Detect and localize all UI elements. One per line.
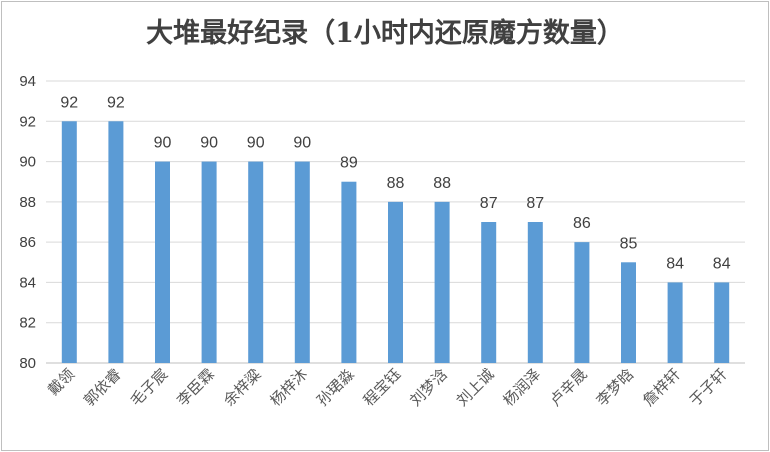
x-tick-label: 余梓粱 [220,365,265,410]
y-axis: 80 82 84 86 88 90 92 94 [19,73,36,372]
y-tick-label: 88 [19,194,36,211]
x-tick-label: 刘上诚 [453,365,498,410]
x-tick-label: 李梦晗 [593,365,638,410]
data-label: 84 [713,255,731,272]
data-label: 88 [387,175,405,192]
bar [434,201,450,363]
data-label: 87 [526,195,544,212]
x-tick-label: 于子轩 [686,365,731,410]
bars [61,121,730,364]
x-tick-label: 程宝钰 [360,365,405,410]
x-axis: 戴领 郭依睿 毛子宸 李臣霖 余梓粱 杨梓沐 孙珺淼 程宝钰 刘梦浛 刘上诚 杨润泽 卢辛晟 李梦晗 詹梓… [44,365,730,410]
bar [294,161,310,363]
data-label: 88 [433,175,451,192]
bar [61,121,77,364]
data-label: 92 [107,94,125,111]
y-tick-label: 84 [19,274,36,291]
chart-title: 大堆最好纪录（1小时内还原魔方数量） [146,17,624,49]
data-labels: 92 92 90 90 90 90 89 88 88 87 87 86 85 84 84 [60,94,730,272]
y-tick-label: 90 [19,154,36,171]
data-label: 87 [480,195,498,212]
bar [574,242,590,363]
bar [108,121,124,364]
bar [388,201,403,363]
x-tick-label: 杨润泽 [500,365,545,410]
bar [248,161,264,363]
x-tick-label: 詹梓轩 [639,365,684,410]
bar [667,282,683,363]
bar [155,161,170,363]
x-tick-label: 李臣霖 [173,365,218,410]
y-tick-label: 82 [19,315,36,332]
x-tick-label: 毛子宸 [127,365,172,410]
bar [621,262,636,363]
data-label: 90 [200,135,218,152]
data-label: 92 [60,94,78,111]
x-tick-label: 戴领 [44,365,78,399]
data-label: 85 [620,235,638,252]
y-tick-label: 86 [19,234,36,251]
data-label: 86 [573,215,591,232]
y-tick-label: 94 [19,73,36,90]
bar [201,161,217,363]
x-tick-label: 刘梦浛 [406,365,451,410]
data-label: 90 [293,135,311,152]
bar [341,181,357,363]
data-label: 90 [247,135,265,152]
data-label: 84 [666,255,684,272]
data-label: 89 [340,155,358,172]
y-tick-label: 92 [19,113,36,130]
bar [527,222,543,363]
x-tick-label: 孙珺淼 [313,365,358,410]
y-tick-label: 80 [19,355,36,372]
x-tick-label: 卢辛晟 [546,365,591,410]
bar [714,282,730,363]
bar [481,222,497,363]
data-label: 90 [154,135,172,152]
x-tick-label: 郭依睿 [80,365,125,410]
x-tick-label: 杨梓沐 [267,365,312,410]
